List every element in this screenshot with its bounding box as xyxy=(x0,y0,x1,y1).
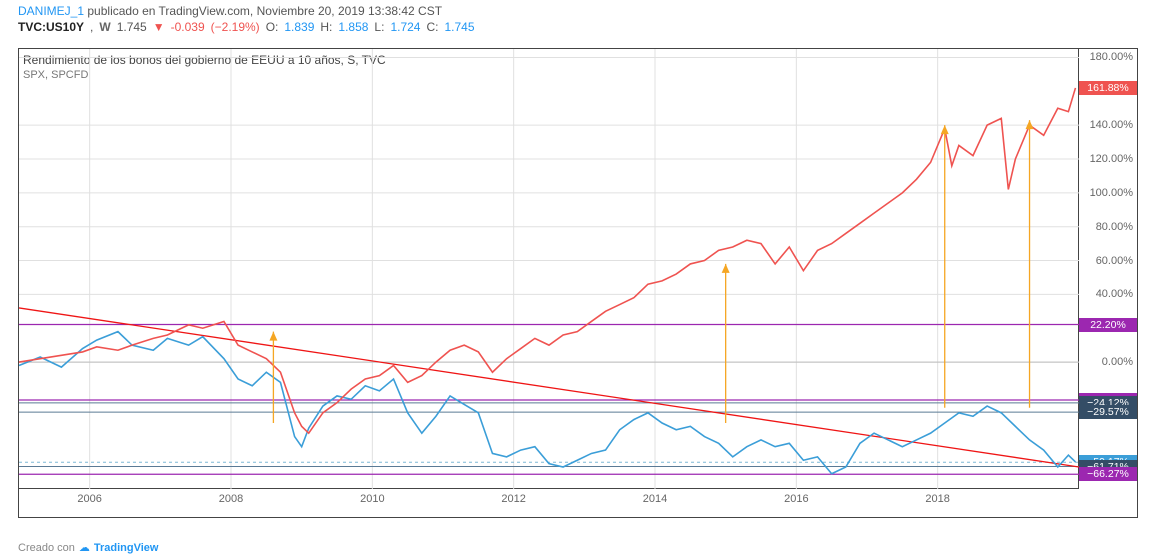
symbol-label[interactable]: TVC:US10Y xyxy=(18,20,84,34)
high-value: 1.858 xyxy=(338,20,368,34)
chart-area[interactable]: Rendimiento de los bonos del gobierno de… xyxy=(18,48,1138,518)
cloud-icon: ☁ xyxy=(79,541,90,554)
y-badge: −29.57% xyxy=(1079,405,1137,419)
header-publish-line: DANIMEJ_1 publicado en TradingView.com, … xyxy=(18,4,1132,18)
tradingview-link[interactable]: TradingView xyxy=(94,542,159,554)
x-axis: 2006 2008 2010 2012 2014 2016 2018 xyxy=(19,487,1079,517)
x-tick-label: 2012 xyxy=(501,493,525,505)
open-label: O: xyxy=(266,20,279,34)
x-tick-label: 2014 xyxy=(643,493,667,505)
y-tick-label: 180.00% xyxy=(1090,51,1133,63)
last-price: 1.745 xyxy=(117,20,147,34)
x-tick-label: 2008 xyxy=(219,493,243,505)
author-link[interactable]: DANIMEJ_1 xyxy=(18,4,84,18)
footer-label: Creado con xyxy=(18,542,75,554)
x-tick-label: 2016 xyxy=(784,493,808,505)
footer: Creado con ☁ TradingView xyxy=(18,541,158,554)
y-tick-label: 0.00% xyxy=(1102,356,1133,368)
timeframe-label: W xyxy=(99,20,110,34)
header-ohlc-line: TVC:US10Y , W 1.745 ▼ -0.039 (−2.19%) O:… xyxy=(18,20,1132,34)
down-triangle-icon: ▼ xyxy=(153,20,165,34)
change-pct: (−2.19%) xyxy=(211,20,260,34)
plot-area[interactable]: Rendimiento de los bonos del gobierno de… xyxy=(19,49,1079,489)
close-value: 1.745 xyxy=(444,20,474,34)
chart-container: DANIMEJ_1 publicado en TradingView.com, … xyxy=(0,0,1150,558)
high-label: H: xyxy=(320,20,332,34)
x-tick-label: 2010 xyxy=(360,493,384,505)
y-tick-label: 100.00% xyxy=(1090,187,1133,199)
y-tick-label: 40.00% xyxy=(1096,288,1133,300)
y-badge: 22.20% xyxy=(1079,318,1137,332)
change-value: -0.039 xyxy=(171,20,205,34)
x-tick-label: 2006 xyxy=(77,493,101,505)
chart-header: DANIMEJ_1 publicado en TradingView.com, … xyxy=(0,0,1150,38)
y-tick-label: 80.00% xyxy=(1096,221,1133,233)
y-badge: 161.88% xyxy=(1079,81,1137,95)
open-value: 1.839 xyxy=(284,20,314,34)
y-tick-label: 120.00% xyxy=(1090,153,1133,165)
low-label: L: xyxy=(374,20,384,34)
low-value: 1.724 xyxy=(390,20,420,34)
close-label: C: xyxy=(426,20,438,34)
published-date: Noviembre 20, 2019 13:38:42 CST xyxy=(257,4,442,18)
y-badge: −66.27% xyxy=(1079,467,1137,481)
published-label: publicado en TradingView.com, xyxy=(87,4,253,18)
x-tick-label: 2018 xyxy=(925,493,949,505)
y-tick-label: 140.00% xyxy=(1090,119,1133,131)
y-axis: 180.00% 140.00% 120.00% 100.00% 80.00% 60.00%… xyxy=(1077,49,1137,489)
plot-svg xyxy=(19,49,1079,489)
y-tick-label: 60.00% xyxy=(1096,255,1133,267)
